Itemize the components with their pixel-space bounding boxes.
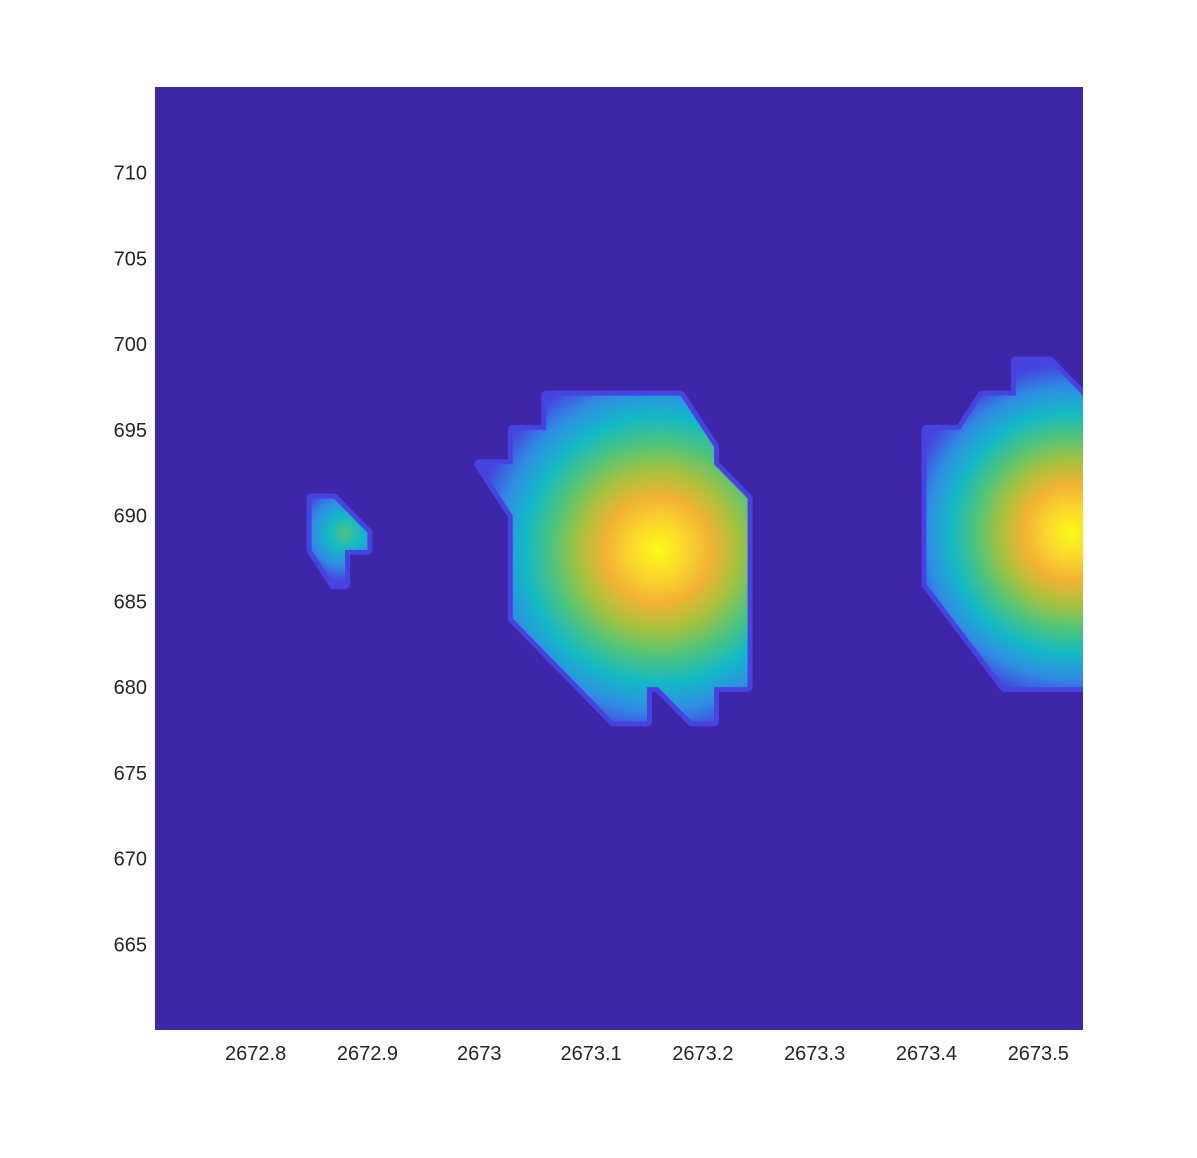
x-tick-label: 2673.3 <box>784 1043 845 1065</box>
blob-center <box>479 395 748 722</box>
y-tick-label: 685 <box>114 591 147 613</box>
y-tick-label: 680 <box>114 677 147 699</box>
y-tick-label: 710 <box>114 163 147 185</box>
x-tick-label: 2673.4 <box>896 1043 957 1065</box>
y-axis-ticks: 665 670 675 680 685 690 695 700 705 710 <box>114 163 147 957</box>
y-tick-label: 695 <box>114 420 147 442</box>
y-tick-label: 670 <box>114 849 147 871</box>
x-axis-ticks: 2672.8 2672.9 2673 2673.1 2673.2 2673.3 2673.4… <box>225 1043 1069 1065</box>
blob-small <box>311 498 368 585</box>
x-tick-label: 2672.9 <box>337 1043 398 1065</box>
x-tick-label: 2673.1 <box>560 1043 621 1065</box>
x-tick-label: 2673.5 <box>1008 1043 1069 1065</box>
x-tick-label: 2673 <box>457 1043 502 1065</box>
x-tick-label: 2673.2 <box>672 1043 733 1065</box>
y-tick-label: 675 <box>114 763 147 785</box>
y-tick-label: 690 <box>114 506 147 528</box>
y-tick-label: 700 <box>114 334 147 356</box>
y-tick-label: 705 <box>114 248 147 270</box>
plot-area <box>155 87 1083 1030</box>
blob-right <box>926 361 1083 688</box>
y-tick-label: 665 <box>114 934 147 956</box>
x-tick-label: 2672.8 <box>225 1043 286 1065</box>
